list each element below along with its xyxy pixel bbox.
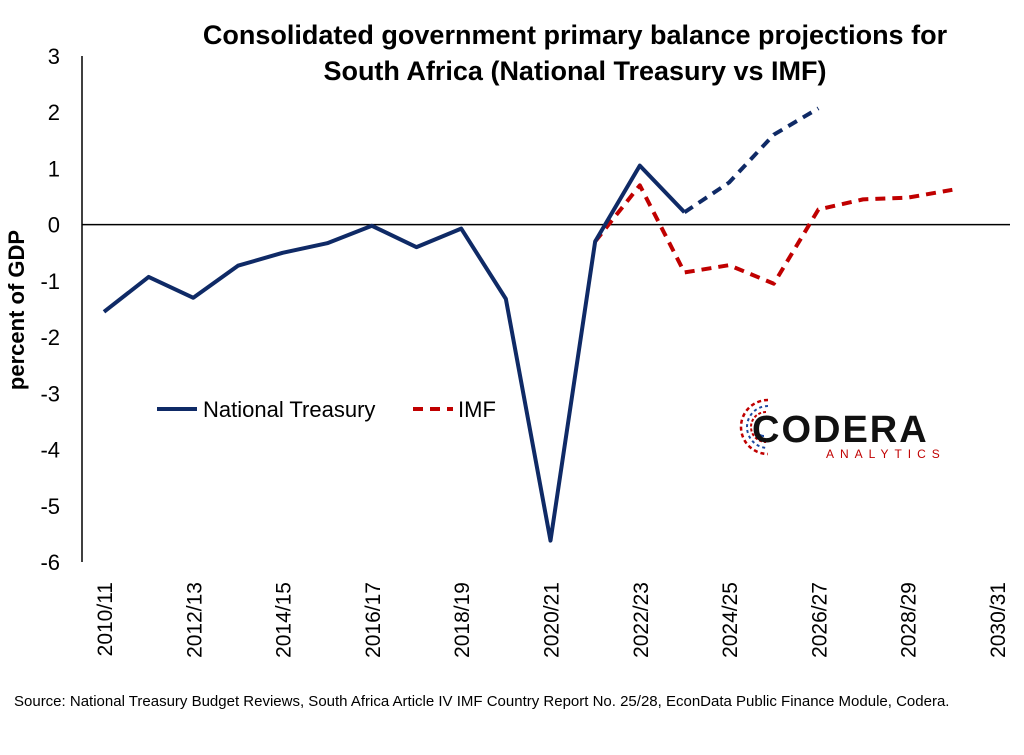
data-point-imf: [682, 270, 686, 274]
x-tick-label: 2024/25: [719, 582, 742, 658]
data-point-treasury: [147, 275, 151, 279]
data-point-treasury: [236, 264, 240, 268]
data-point-treasury: [102, 310, 106, 314]
x-tick-label: 2014/15: [273, 582, 296, 658]
data-point-treasury: [415, 245, 419, 249]
data-point-treasury: [281, 251, 285, 255]
data-point-treasury: [638, 164, 642, 168]
y-tick-label: -4: [40, 438, 60, 463]
x-tick-label: 2020/21: [541, 582, 564, 658]
x-ticks: 2010/11 2012/13 2014/15 2016/17 2018/19 2020/…: [94, 582, 1010, 658]
y-tick-label: -3: [40, 381, 60, 406]
x-tick-label: 2012/13: [183, 582, 206, 658]
y-tick-label: 3: [48, 44, 60, 69]
series-line-treasury-projection: [683, 106, 820, 214]
logo-wordmark: CODERA: [752, 409, 929, 451]
data-point-treasury: [549, 539, 553, 543]
axes: [81, 56, 1010, 562]
y-tick-label: -1: [40, 269, 60, 294]
chart-title-line-1: Consolidated government primary balance …: [203, 20, 948, 50]
data-point-treasury: [459, 227, 463, 231]
series-line-treasury-actual: [102, 163, 686, 543]
data-point-imf: [950, 188, 954, 192]
series-layer: [102, 106, 954, 543]
data-point-imf: [727, 263, 731, 267]
y-axis-label: percent of GDP: [4, 230, 29, 390]
x-tick-label: 2022/23: [630, 582, 653, 658]
x-tick-label: 2028/29: [898, 582, 921, 658]
data-point-treasury: [325, 241, 329, 245]
y-tick-label: 0: [48, 213, 60, 238]
series-line-imf: [593, 183, 953, 286]
data-point-treasury: [816, 106, 820, 110]
y-tick-label: -6: [40, 550, 60, 575]
x-tick-label: 2026/27: [808, 582, 831, 658]
data-point-treasury: [504, 297, 508, 301]
chart-title-line-2: South Africa (National Treasury vs IMF): [323, 56, 826, 86]
x-tick-label: 2010/11: [94, 582, 117, 656]
data-point-imf: [593, 240, 597, 244]
codera-logo-mark-icon: [739, 398, 769, 456]
y-tick-label: -5: [40, 494, 60, 519]
legend-label-imf: IMF: [458, 397, 496, 422]
source-note: Source: National Treasury Budget Reviews…: [14, 693, 950, 710]
data-point-imf: [816, 207, 820, 211]
y-ticks: 3 2 1 0 -1 -2 -3 -4 -5 -6: [40, 44, 60, 575]
x-tick-label: 2018/19: [451, 582, 474, 658]
legend: National Treasury IMF: [157, 397, 496, 422]
data-point-imf: [861, 197, 865, 201]
y-tick-label: 2: [48, 100, 60, 125]
data-point-imf: [772, 282, 776, 286]
legend-label-treasury: National Treasury: [203, 397, 375, 422]
data-point-treasury: [191, 296, 195, 300]
x-tick-label: 2030/31: [987, 582, 1010, 658]
logo-subtitle: ANALYTICS: [826, 447, 946, 461]
y-tick-label: -2: [40, 325, 60, 350]
x-tick-label: 2016/17: [362, 582, 385, 658]
data-point-treasury: [370, 224, 374, 228]
data-point-imf: [906, 196, 910, 200]
data-point-treasury: [682, 210, 686, 214]
codera-logo: CODERA ANALYTICS: [739, 398, 946, 461]
data-point-treasury: [772, 133, 776, 137]
data-point-treasury: [727, 181, 731, 185]
data-point-imf: [638, 183, 642, 187]
y-tick-label: 1: [48, 156, 60, 181]
